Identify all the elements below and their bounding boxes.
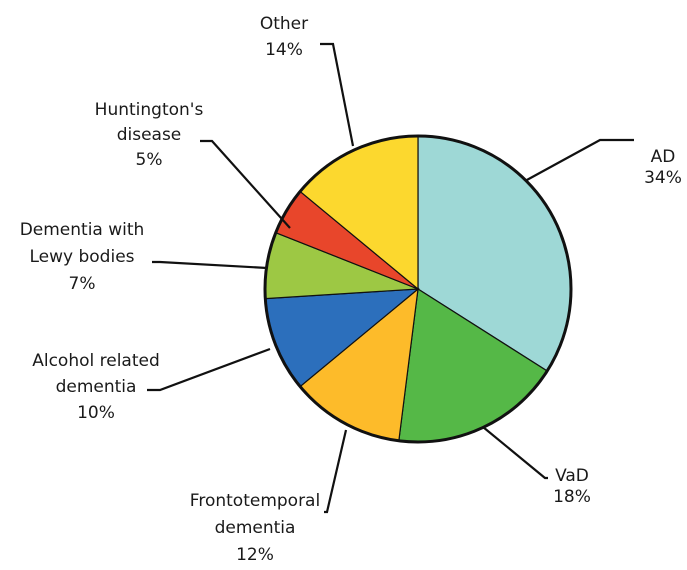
leader-line xyxy=(200,141,290,228)
slice-label: AD 34% xyxy=(644,147,682,188)
leader-line xyxy=(324,430,346,512)
slice-name-label: Frontotemporal xyxy=(190,491,320,511)
slice-name-label: Alcohol related xyxy=(32,351,160,371)
leader-line xyxy=(483,427,548,478)
slice-label: Dementia with Lewy bodies 7% xyxy=(20,220,145,294)
slice-label: Alcohol related dementia 10% xyxy=(32,351,160,423)
slice-label: Other 14% xyxy=(260,14,308,60)
pie-slices xyxy=(265,136,571,442)
slice-percent-label: 7% xyxy=(69,274,96,294)
slice-name-label: Huntington's xyxy=(95,100,204,120)
slice-name-label: Lewy bodies xyxy=(29,247,134,267)
slice-label: Frontotemporal dementia 12% xyxy=(190,491,320,565)
slice-name-label: dementia xyxy=(215,518,296,538)
slice-name-label: dementia xyxy=(56,377,137,397)
slice-percent-label: 10% xyxy=(77,403,115,423)
leader-line xyxy=(147,349,270,390)
slice-name-label: disease xyxy=(117,125,182,145)
slice-name-label: Other xyxy=(260,14,308,34)
slice-name-label: Dementia with xyxy=(20,220,145,240)
slice-percent-label: 34% xyxy=(644,168,682,188)
slice-percent-label: 14% xyxy=(265,40,303,60)
leader-line xyxy=(525,140,634,181)
slice-percent-label: 18% xyxy=(553,487,591,507)
slice-name-label: VaD xyxy=(555,466,589,486)
slice-percent-label: 5% xyxy=(136,150,163,170)
leader-line xyxy=(320,44,353,146)
leader-line xyxy=(152,262,267,268)
slice-label: Huntington's disease 5% xyxy=(95,100,204,170)
slice-name-label: AD xyxy=(651,147,676,167)
slice-percent-label: 12% xyxy=(236,545,274,565)
slice-label: VaD 18% xyxy=(553,466,591,507)
